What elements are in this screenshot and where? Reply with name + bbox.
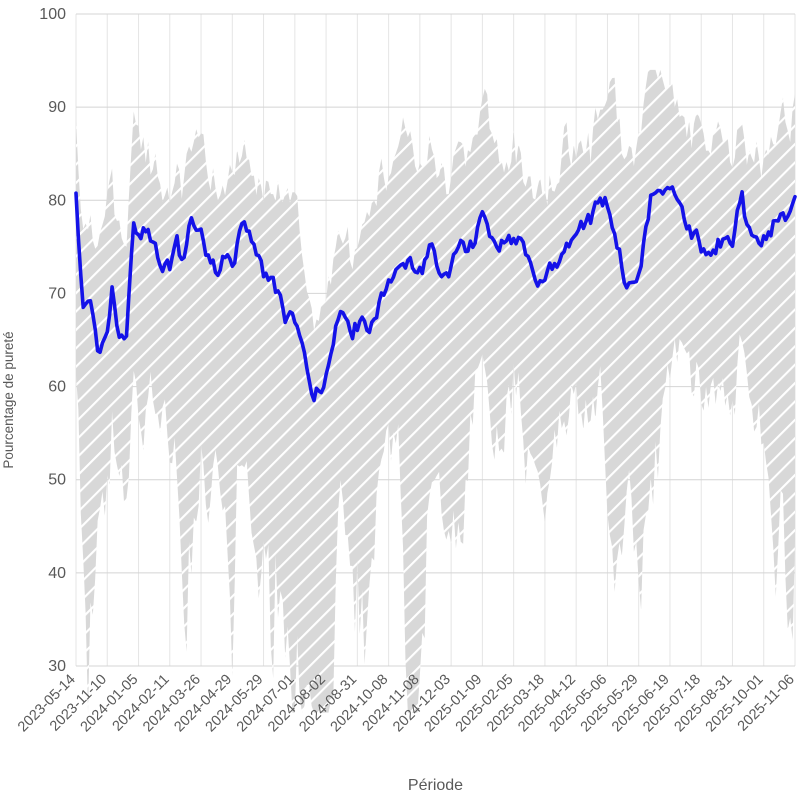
svg-text:Période: Période: [408, 777, 463, 794]
svg-text:40: 40: [48, 565, 66, 582]
svg-text:80: 80: [48, 192, 66, 209]
svg-text:30: 30: [48, 658, 66, 675]
svg-text:50: 50: [48, 472, 66, 489]
svg-text:Pourcentage de pureté: Pourcentage de pureté: [1, 331, 16, 468]
svg-text:70: 70: [48, 285, 66, 302]
svg-text:90: 90: [48, 99, 66, 116]
svg-text:100: 100: [39, 6, 66, 23]
svg-text:60: 60: [48, 379, 66, 396]
